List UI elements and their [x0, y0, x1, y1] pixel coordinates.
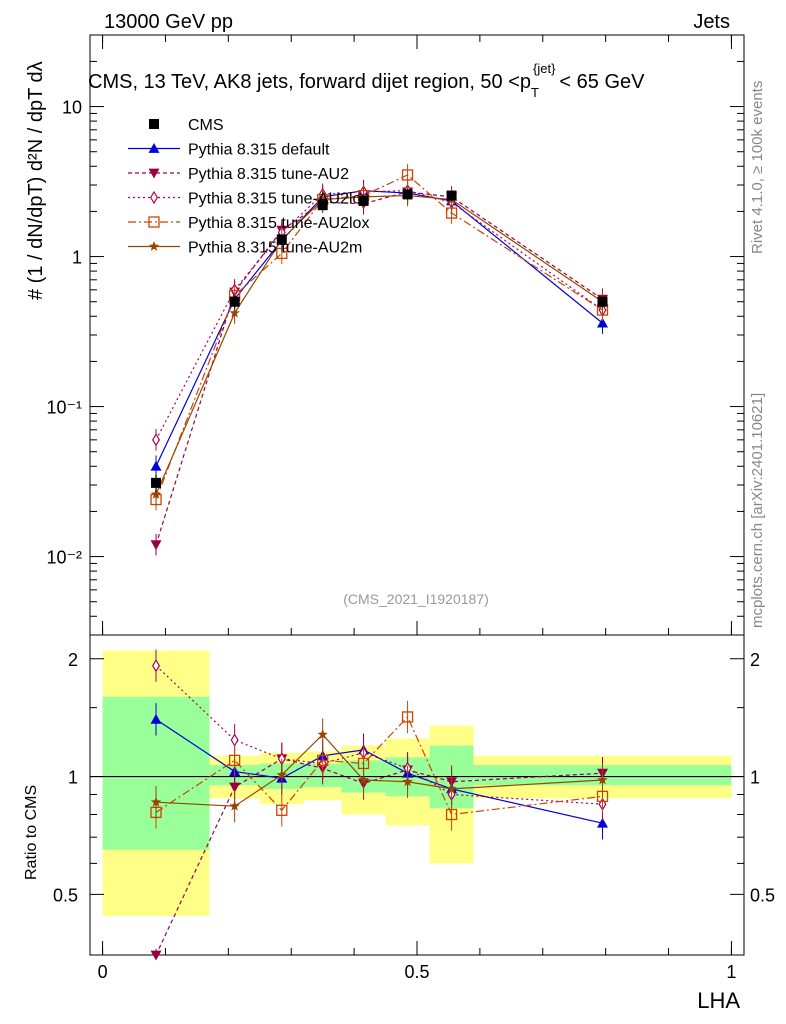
ratio-panel: [89, 634, 745, 961]
data-point-au2lox: [152, 433, 161, 447]
cms-data-point: [317, 200, 328, 211]
x-tick-label: 0.5: [404, 962, 429, 982]
legend-marker-au2: [148, 168, 160, 179]
ratio-tick-label: 2: [68, 650, 78, 670]
ratio-line-au2lox2: [155, 715, 603, 816]
legend-label-au2m: Pythia 8.315 tune-AU2m: [188, 240, 362, 257]
plot-title: CMS, 13 TeV, AK8 jets, forward dijet reg…: [88, 61, 645, 100]
legend-label-cms: CMS: [188, 117, 224, 134]
data-point-au2m: [317, 194, 328, 204]
legend-marker-au2lox2: [148, 216, 160, 228]
title-main: CMS, 13 TeV, AK8 jets, forward dijet reg…: [88, 71, 531, 93]
y-axis-label-text: # (1 / dN/dpT) d²N / dpT dλ: [25, 61, 47, 300]
ratio-line-default: [155, 718, 603, 824]
y-tick-label: 1: [72, 248, 82, 268]
ratio-point-au2: [150, 950, 162, 961]
ratio-tick-label: 0.5: [53, 885, 78, 905]
cms-data-point: [229, 296, 240, 307]
series-line-au2lox: [155, 190, 603, 441]
y-tick-label: 10: [62, 98, 82, 118]
cms-data-point: [597, 296, 608, 307]
series-line-au2lox2: [155, 174, 603, 500]
ratio-line-au2: [155, 758, 603, 956]
rivet-info: Rivet 4.1.0, ≥ 100k events: [749, 81, 766, 254]
x-tick-label: 0: [98, 962, 108, 982]
ratio-point-au2lox2: [228, 754, 241, 767]
cms-data-point: [358, 195, 369, 206]
data-point-default: [150, 460, 162, 471]
legend-label-au2lox2: Pythia 8.315 tune-AU2lox: [188, 215, 369, 232]
legend-marker-au2lox: [150, 190, 158, 205]
ratio-line-au2m: [155, 733, 603, 807]
cms-data-point: [151, 477, 162, 488]
ratio-point-au2lox2: [317, 754, 329, 767]
legend-label-default: Pythia 8.315 default: [188, 142, 330, 159]
ratio-point-au2m: [597, 774, 608, 785]
data-point-au2m: [150, 488, 162, 499]
ratio-point-au2lox2: [445, 808, 458, 821]
ratio-point-au2m: [150, 796, 162, 807]
ratio-point-au2m: [402, 776, 413, 787]
ratio-point-au2m: [229, 800, 240, 811]
ratio-point-au2m: [446, 783, 457, 794]
ratio-point-au2m: [317, 729, 328, 740]
series-line-au2m: [155, 194, 603, 495]
analysis-id: (CMS_2021_I1920187): [343, 591, 489, 607]
ratio-point-au2m: [358, 774, 369, 785]
mcplots-info: mcplots.cern.ch [arXiv:2401.10621]: [749, 393, 766, 628]
legend-marker-cms: [149, 119, 159, 129]
ratio-point-default: [597, 817, 609, 828]
ratio-point-au2lox2: [401, 711, 414, 723]
ratio-tick-label-right: 1: [750, 768, 760, 788]
y-axis-label: # (1 / dN/dpT) d²N / dpT dλ: [25, 61, 47, 300]
legend-label-au2: Pythia 8.315 tune-AU2: [188, 166, 349, 183]
series-line-default: [155, 190, 603, 467]
ratio-tick-label: 1: [68, 768, 78, 788]
cms-data-point: [276, 234, 287, 245]
ratio-point-au2lox: [152, 659, 161, 673]
cms-data-point: [402, 189, 413, 200]
legend-label-au2lox: Pythia 8.315 tune-AU2lox: [188, 191, 369, 208]
ratio-point-default: [150, 713, 162, 724]
data-point-au2: [150, 540, 162, 551]
cms-data-point: [446, 190, 457, 201]
y-tick-label: 10⁻¹: [46, 398, 82, 418]
legend-marker-default: [148, 143, 160, 153]
data-point-au2lox2: [401, 169, 414, 181]
ratio-point-au2m: [276, 769, 287, 780]
ratio-point-au2: [229, 782, 241, 793]
category-label: Jets: [693, 11, 730, 33]
x-tick-label: 1: [726, 962, 736, 982]
ratio-point-au2lox: [230, 733, 239, 747]
axis-ticks: 0 0.5 1 10⁻² 10⁻¹ 1 10 0.5 0.5 1 1 2 2: [46, 35, 775, 982]
ratio-axis-label: Ratio to CMS: [23, 785, 40, 880]
legend-marker-au2m: [148, 241, 160, 251]
data-point-au2m: [229, 307, 240, 318]
title-sup: {jet}: [533, 61, 556, 76]
title-sub: T: [531, 85, 539, 100]
legend: CMS Pythia 8.315 default Pythia 8.315 tune…: [128, 117, 369, 257]
x-axis-label: LHA: [697, 988, 740, 1013]
y-tick-label: 10⁻²: [46, 548, 82, 568]
title-end: < 65 GeV: [559, 71, 645, 93]
ratio-tick-label-right: 2: [750, 650, 760, 670]
data-point-default: [597, 317, 609, 328]
ratio-tick-label-right: 0.5: [750, 885, 775, 905]
ratio-point-au2lox2: [276, 804, 288, 816]
energy-label: 13000 GeV pp: [104, 11, 233, 33]
